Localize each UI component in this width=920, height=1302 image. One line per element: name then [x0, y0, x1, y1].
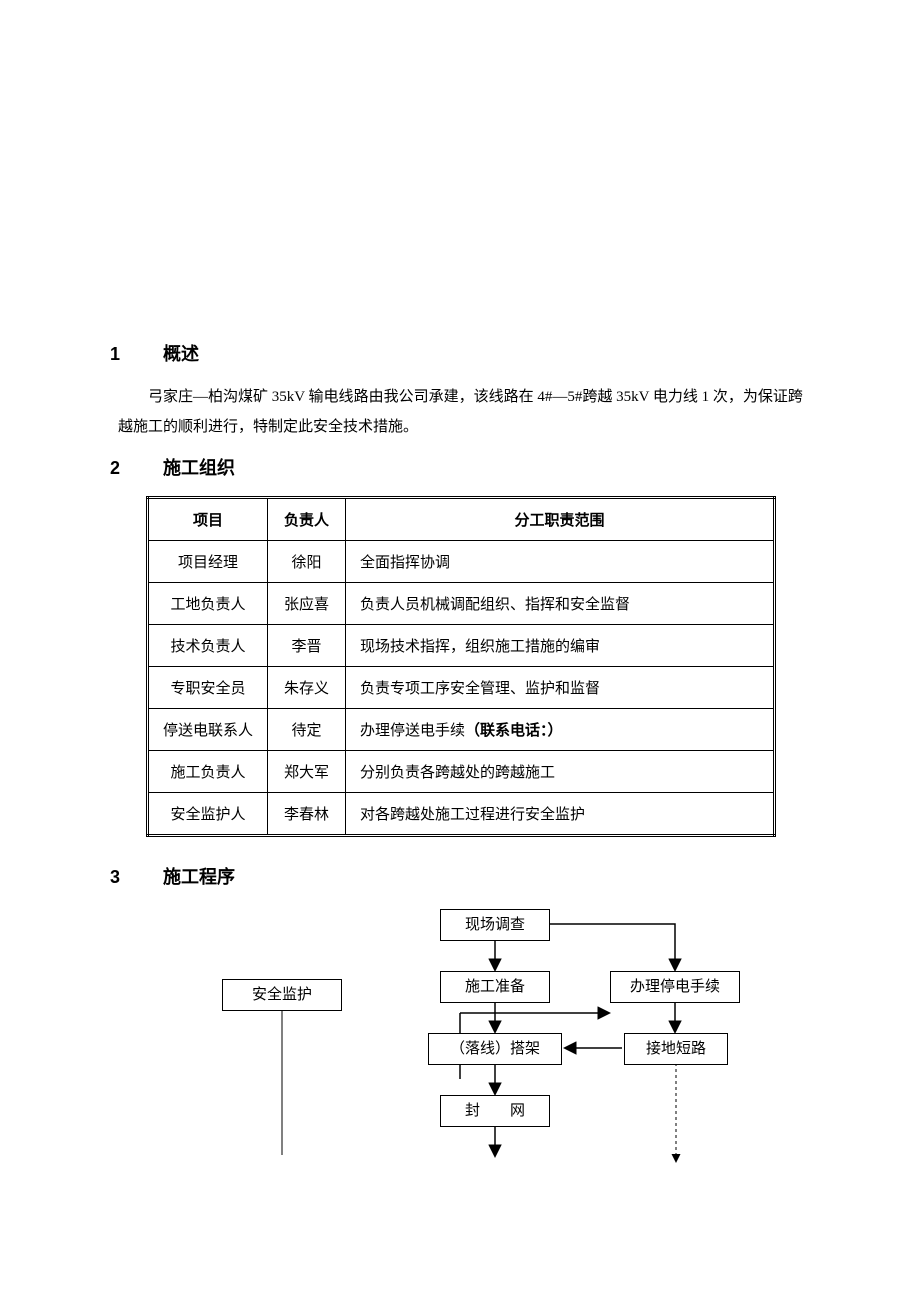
- cell-scope: 分别负责各跨越处的跨越施工: [346, 751, 775, 793]
- org-table: 项目 负责人 分工职责范围 项目经理 徐阳 全面指挥协调 工地负责人 张应喜 负…: [146, 496, 776, 837]
- section-2-num: 2: [110, 458, 158, 479]
- cell-project: 项目经理: [148, 541, 268, 583]
- cell-person: 郑大军: [268, 751, 346, 793]
- table-row: 技术负责人 李晋 现场技术指挥，组织施工措施的编审: [148, 625, 775, 667]
- cell-scope: 全面指挥协调: [346, 541, 775, 583]
- table-row: 安全监护人 李春林 对各跨越处施工过程进行安全监护: [148, 793, 775, 836]
- cell-scope: 负责专项工序安全管理、监护和监督: [346, 667, 775, 709]
- document-body: 1 概述 弓家庄—柏沟煤矿 35kV 输电线路由我公司承建，该线路在 4#—5#…: [0, 0, 920, 1169]
- section-3-title: 施工程序: [163, 867, 235, 887]
- cell-scope-bold: （联系电话：）: [465, 722, 563, 739]
- table-row: 施工负责人 郑大军 分别负责各跨越处的跨越施工: [148, 751, 775, 793]
- section-1-heading: 1 概述: [110, 340, 810, 366]
- cell-person: 李春林: [268, 793, 346, 836]
- cell-person: 徐阳: [268, 541, 346, 583]
- flow-box-prep: 施工准备: [440, 971, 550, 1003]
- table-row: 停送电联系人 待定 办理停送电手续（联系电话：）: [148, 709, 775, 751]
- flow-box-safety: 安全监护: [222, 979, 342, 1011]
- org-table-wrap: 项目 负责人 分工职责范围 项目经理 徐阳 全面指挥协调 工地负责人 张应喜 负…: [146, 496, 810, 837]
- th-project: 项目: [148, 498, 268, 541]
- cell-scope: 对各跨越处施工过程进行安全监护: [346, 793, 775, 836]
- table-row: 工地负责人 张应喜 负责人员机械调配组织、指挥和安全监督: [148, 583, 775, 625]
- th-scope: 分工职责范围: [346, 498, 775, 541]
- cell-project: 安全监护人: [148, 793, 268, 836]
- cell-project: 专职安全员: [148, 667, 268, 709]
- cell-project: 工地负责人: [148, 583, 268, 625]
- cell-project: 停送电联系人: [148, 709, 268, 751]
- section-1-title: 概述: [163, 344, 199, 364]
- section-1-num: 1: [110, 344, 158, 365]
- cell-scope: 负责人员机械调配组织、指挥和安全监督: [346, 583, 775, 625]
- flow-box-seal: 封 网: [440, 1095, 550, 1127]
- cell-project: 施工负责人: [148, 751, 268, 793]
- section-2-title: 施工组织: [163, 458, 235, 478]
- cell-project: 技术负责人: [148, 625, 268, 667]
- th-person: 负责人: [268, 498, 346, 541]
- flow-box-apply: 办理停电手续: [610, 971, 740, 1003]
- cell-person: 朱存义: [268, 667, 346, 709]
- section-2-heading: 2 施工组织: [110, 454, 810, 480]
- cell-scope-prefix: 办理停送电手续: [360, 723, 465, 739]
- table-header-row: 项目 负责人 分工职责范围: [148, 498, 775, 541]
- table-row: 项目经理 徐阳 全面指挥协调: [148, 541, 775, 583]
- section-3-num: 3: [110, 867, 158, 888]
- cell-scope: 现场技术指挥，组织施工措施的编审: [346, 625, 775, 667]
- section-3-heading: 3 施工程序: [110, 863, 810, 889]
- flow-box-survey: 现场调查: [440, 909, 550, 941]
- cell-scope: 办理停送电手续（联系电话：）: [346, 709, 775, 751]
- cell-person: 张应喜: [268, 583, 346, 625]
- flow-box-ground: 接地短路: [624, 1033, 728, 1065]
- flowchart: 安全监护 现场调查 施工准备 办理停电手续 （落线）搭架 接地短路 封 网: [160, 909, 860, 1169]
- cell-person: 李晋: [268, 625, 346, 667]
- table-row: 专职安全员 朱存义 负责专项工序安全管理、监护和监督: [148, 667, 775, 709]
- cell-person: 待定: [268, 709, 346, 751]
- flow-box-scaffold: （落线）搭架: [428, 1033, 562, 1065]
- section-1-paragraph: 弓家庄—柏沟煤矿 35kV 输电线路由我公司承建，该线路在 4#—5#跨越 35…: [118, 382, 810, 442]
